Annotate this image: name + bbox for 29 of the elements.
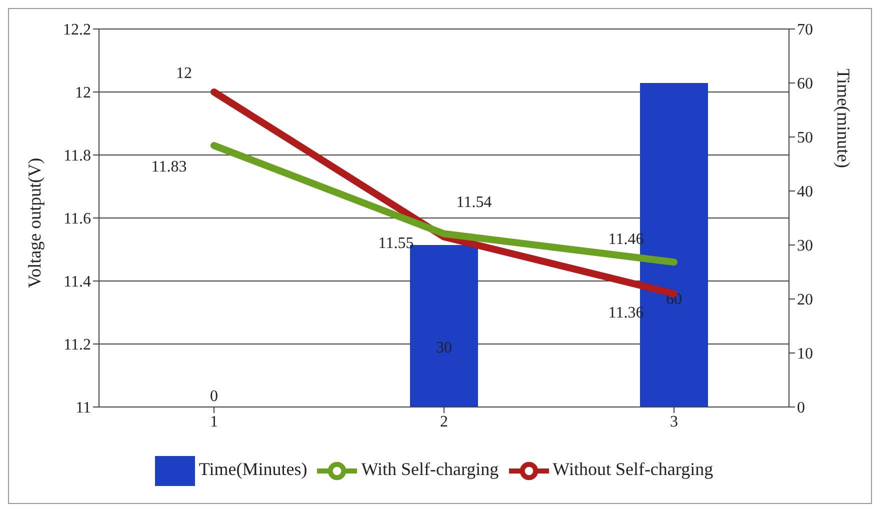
data-label: 30 bbox=[436, 339, 452, 356]
data-label: 11.55 bbox=[378, 234, 414, 252]
y2-tick-label: 20 bbox=[797, 292, 813, 309]
legend-label: With Self-charging bbox=[361, 459, 499, 480]
y-tick-label: 12.2 bbox=[63, 22, 91, 39]
data-label: 0 bbox=[210, 388, 218, 405]
x-tick-label: 2 bbox=[440, 413, 448, 430]
y2-tick-label: 10 bbox=[797, 346, 813, 363]
y2-tick-label: 70 bbox=[797, 22, 813, 39]
y2-tick-label: 50 bbox=[797, 130, 813, 147]
y-axis-title: Voltage output(V) bbox=[24, 158, 44, 288]
data-label: 11.83 bbox=[151, 158, 187, 176]
y-tick-label: 11.4 bbox=[64, 274, 91, 291]
data-label: 11.54 bbox=[456, 194, 492, 211]
data-label: 12 bbox=[176, 65, 192, 82]
y-tick-label: 12 bbox=[75, 84, 91, 102]
y2-tick-label: 30 bbox=[797, 238, 813, 255]
y-tick-label: 11.8 bbox=[64, 148, 91, 165]
y-tick-label: 11.2 bbox=[64, 336, 91, 354]
y-tick-label: 11 bbox=[76, 400, 91, 417]
x-tick-label: 1 bbox=[210, 413, 218, 430]
y2-tick-label: 0 bbox=[797, 400, 805, 417]
y2-axis-title: Time(minute) bbox=[834, 68, 854, 168]
y-tick-label: 11.6 bbox=[64, 210, 91, 228]
legend-label: Time(Minutes) bbox=[198, 459, 308, 480]
x-tick-label: 3 bbox=[670, 413, 678, 430]
y2-tick-label: 40 bbox=[797, 184, 813, 201]
y2-tick-label: 60 bbox=[797, 76, 813, 93]
legend-label: Without Self-charging bbox=[552, 459, 714, 480]
